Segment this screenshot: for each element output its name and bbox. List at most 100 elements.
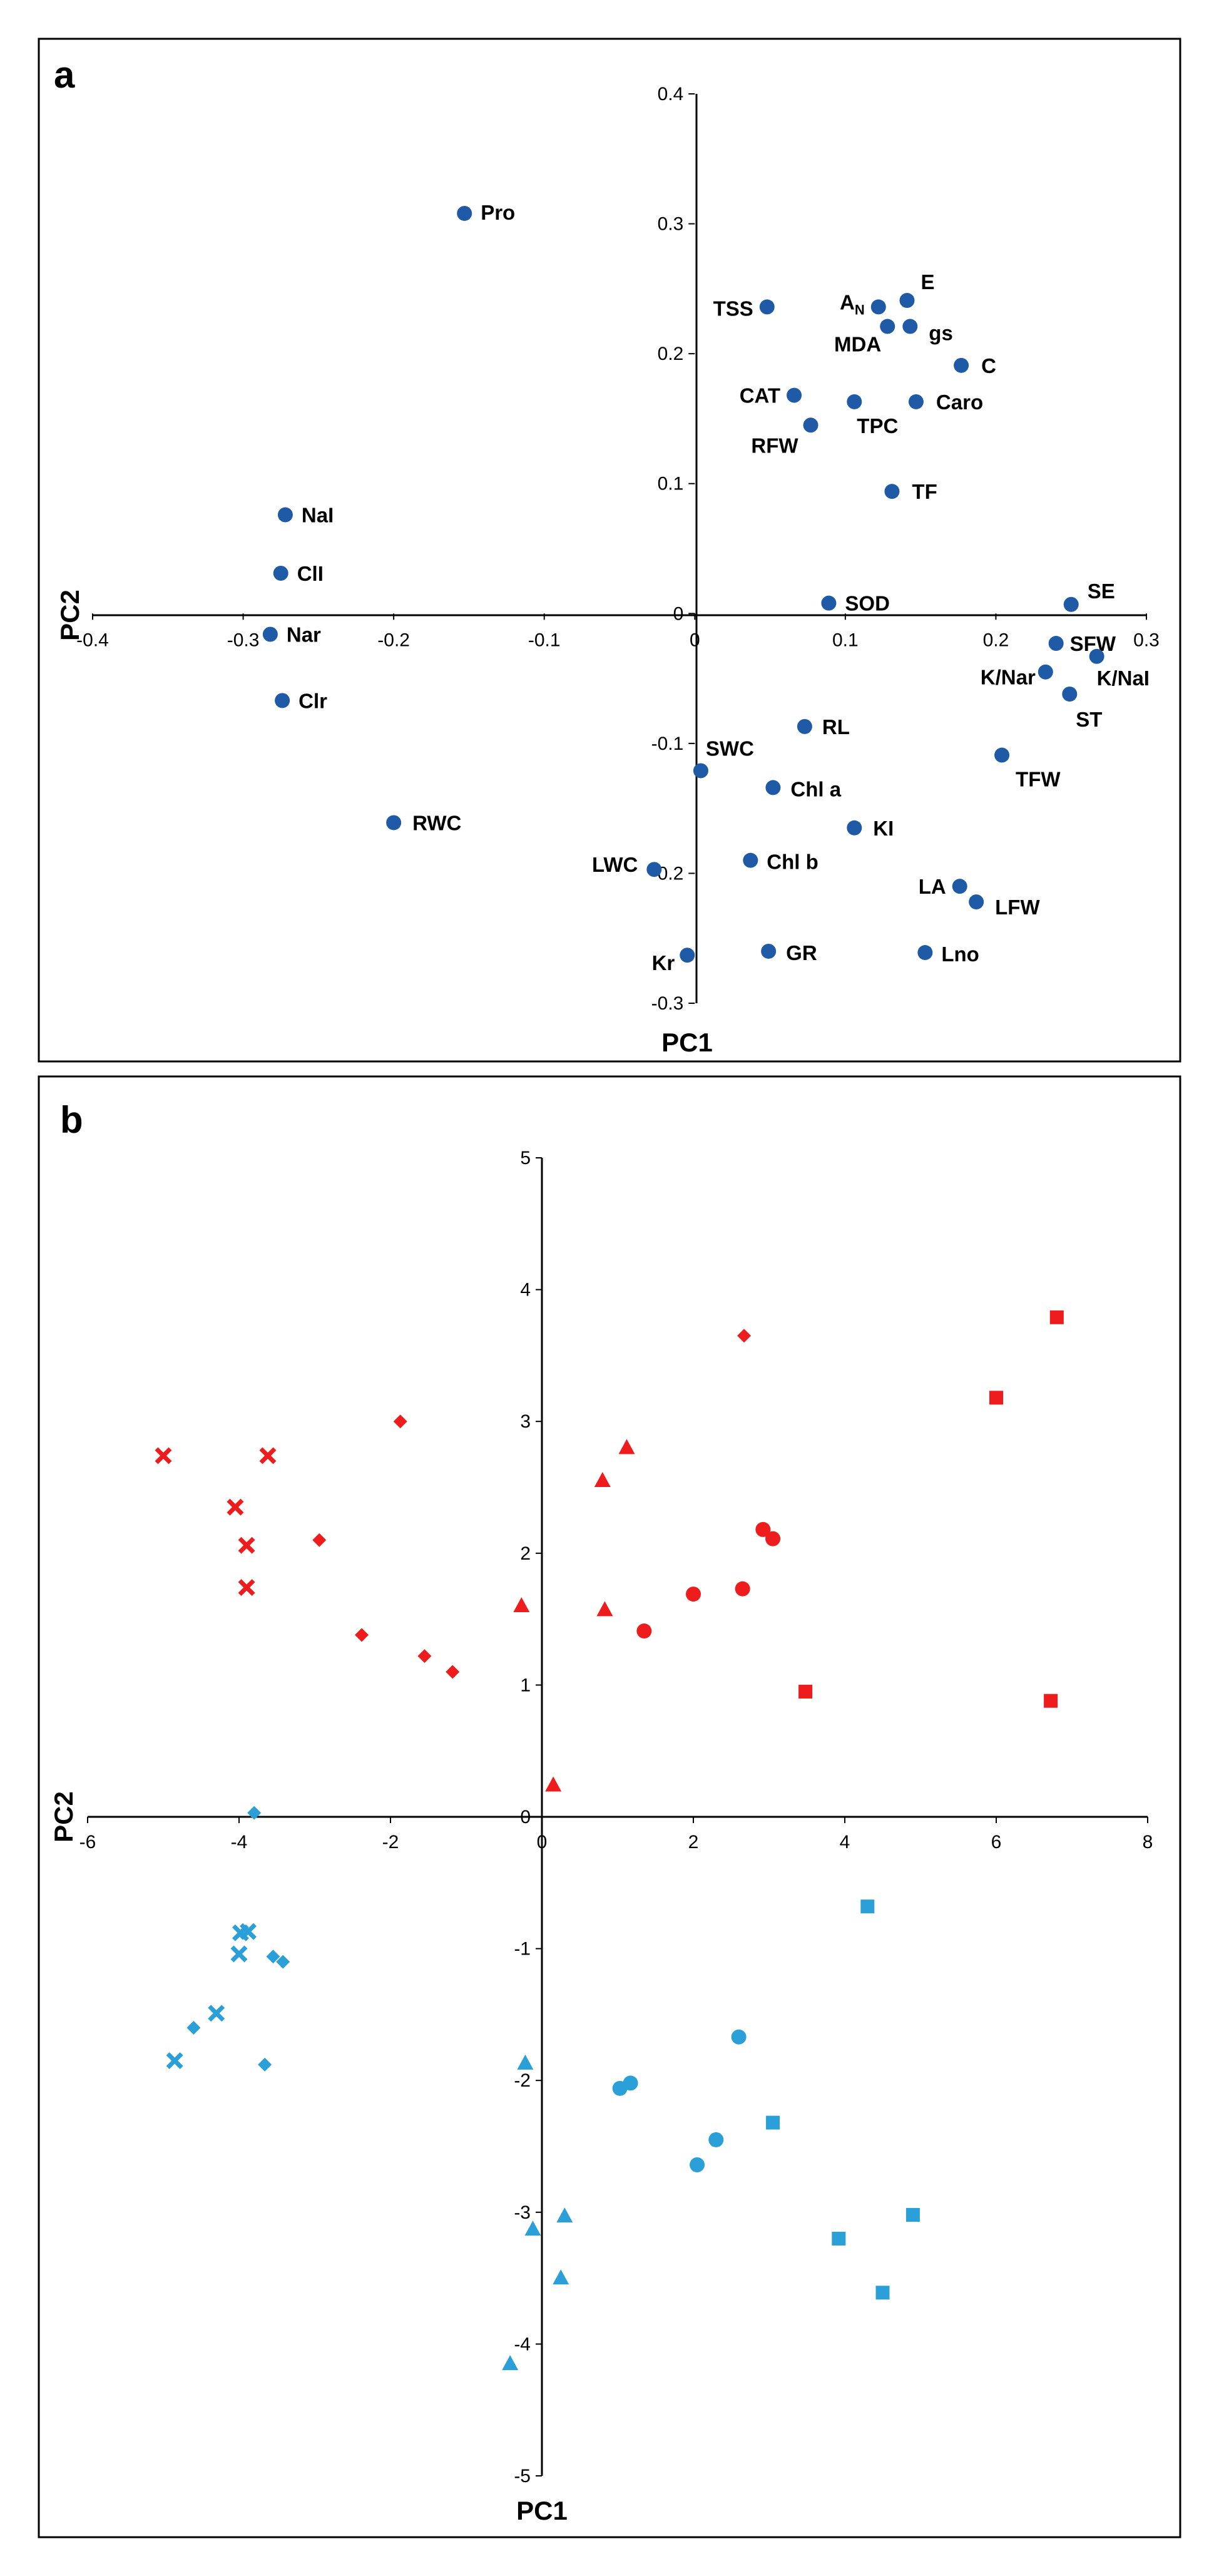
point-label: ClI [297,562,324,585]
point-marker [743,852,758,868]
point-label: Clr [298,689,327,712]
point-marker [952,879,967,894]
circle-point [636,1623,652,1639]
triangle-point [553,2269,569,2285]
diamond-point [276,1955,290,1969]
panel-b-x-ticks: -6 -4 -2 0 2 4 6 8 [79,1817,1153,1853]
x-point [155,1447,172,1464]
point-label: SOD [845,592,890,615]
square-point [1049,1310,1064,1324]
y-tick-label: 0.4 [658,84,684,105]
point-tfw: TFW [994,747,1061,791]
point-tf: TF [884,480,937,503]
square-point [989,1391,1003,1405]
point-label: CAT [740,384,780,407]
x-tick-label: 6 [991,1832,1002,1853]
series-red-square [798,1310,1064,1708]
point-e: E [899,270,935,309]
point-marker [917,945,933,961]
point-c: C [954,354,996,377]
point-rl: RL [797,715,850,739]
point-label: LFW [995,896,1040,919]
triangle-point [517,2054,534,2070]
x-stroke [238,1536,255,1554]
y-tick-label: -5 [514,2466,531,2487]
panel-a: a -0.4 -0.3 -0.2 -0.1 0 0.1 0.2 0.3 0.4 0.3 0.2 0.… [38,38,1181,1063]
point-lwc: LWC [592,853,662,877]
point-marker [994,747,1010,763]
x-point [227,1498,244,1516]
triangle-point [545,1776,562,1792]
y-tick-label: 0.3 [658,214,684,235]
panel-b-points [155,1310,1064,2370]
circle-point [765,1531,781,1546]
point-marker [680,948,695,963]
circle-point [755,1521,771,1537]
x-stroke [259,1447,277,1464]
diamond-point [446,1665,460,1679]
point-marker [797,718,812,734]
point-marker [275,693,290,708]
point-marker [277,507,293,523]
series-red-triangle [513,1439,635,1792]
y-tick-label: 4 [520,1280,531,1301]
diamond-point [355,1628,369,1642]
point-marker [821,595,837,611]
point-label: Chl b [767,851,818,874]
x-point [259,1447,277,1464]
point-ki: KI [847,817,894,840]
point-label: K/NaI [1097,667,1150,690]
point-marker [273,565,288,581]
point-marker [765,780,781,795]
square-point [798,1684,813,1699]
point-rwc: RWC [386,811,461,834]
y-tick-label: -2 [514,2070,531,2091]
x-point [166,2052,183,2070]
square-point [860,1899,875,1914]
y-tick-label: 0 [673,603,684,624]
y-tick-label: -0.1 [651,733,684,754]
series-red-diamond [312,1329,752,1679]
series-blue-diamond [186,1806,290,2072]
diamond-point [247,1806,262,1820]
x-tick-label: 0 [690,630,700,650]
x-tick-label: 0.1 [832,630,859,650]
x-stroke [155,1447,172,1464]
x-point [230,1945,248,1963]
circle-point [735,1581,750,1597]
circle-point [690,2157,705,2172]
series-blue-square [766,1899,920,2300]
square-point [766,2115,780,2130]
point-lfw: LFW [969,894,1040,919]
y-tick-label: -3 [514,2202,531,2223]
point-marker [1089,648,1104,664]
panel-a-frame [38,38,1181,1063]
x-tick-label: -0.2 [377,630,410,650]
point-label: SWC [706,737,754,760]
panel-a-x-ticks: -0.4 -0.3 -0.2 -0.1 0 0.1 0.2 0.3 [76,613,1160,650]
point-label: TFW [1016,768,1061,791]
y-tick-label: -4 [514,2334,531,2354]
circle-point [708,2132,724,2147]
series-blue-triangle [502,2054,573,2370]
point-marker [908,394,924,409]
point-marker [1048,636,1064,652]
circle-point [731,2029,747,2045]
point-label: RWC [412,811,461,834]
triangle-point [524,2221,541,2236]
y-tick-label: 3 [520,1411,531,1432]
point-clr: Clr [275,689,327,712]
x-tick-label: 0 [537,1832,548,1853]
point-label: SE [1088,580,1115,603]
y-tick-label: -1 [514,1939,531,1960]
point-label: RL [822,715,850,739]
point-marker [954,357,969,373]
x-tick-label: -4 [231,1832,248,1853]
point-nar: Nar [262,623,321,646]
point-label: Pro [481,201,515,224]
diamond-point [186,2020,201,2035]
point-marker [457,205,472,221]
point-se: SE [1063,580,1115,612]
point-tss: TSS [713,297,775,320]
point-k-nai: K/NaI [1089,648,1150,690]
